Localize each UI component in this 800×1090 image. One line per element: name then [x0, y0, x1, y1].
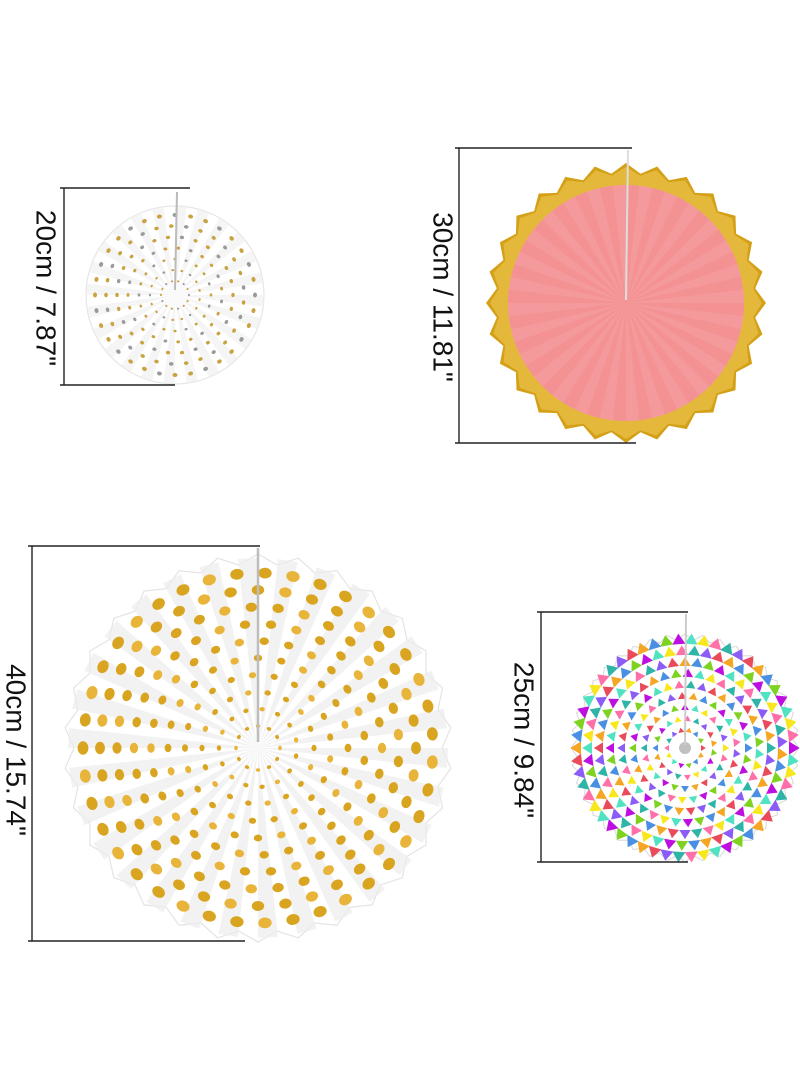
fan-small-white [85, 191, 265, 385]
size-label-small: 20cm / 7.87" [31, 210, 62, 366]
fan-multicolor-pennant [570, 613, 800, 863]
size-label-large: 40cm / 15.74" [1, 664, 32, 836]
dimension-line-medium [455, 147, 636, 444]
fan-pink-gold-rim [486, 149, 766, 443]
size-label-medium: 30cm / 11.81" [428, 212, 459, 382]
fan-large-white-gold-dots [64, 548, 452, 943]
dimension-line-large [28, 545, 260, 942]
dimension-line-medium-small [537, 611, 688, 863]
dimension-line-small [60, 187, 190, 386]
size-label-medium-small: 25cm / 9.84" [509, 662, 540, 818]
